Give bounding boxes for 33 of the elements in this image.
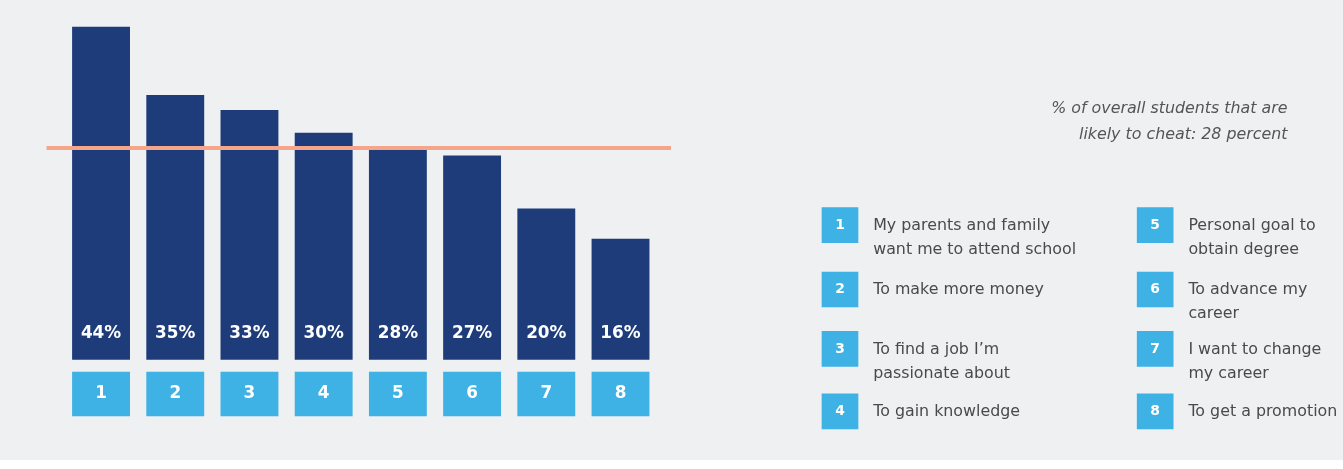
data-label: 16% xyxy=(600,322,641,343)
x-tick-label: 3 xyxy=(243,382,256,403)
text: % of overall students that are likely to cheat: 28 percent xyxy=(1051,98,1289,143)
text: My parents and family want me to attend school xyxy=(873,215,1077,258)
data-label: 20% xyxy=(526,322,567,343)
category-label: 2 xyxy=(835,280,845,297)
category-label: 3 xyxy=(835,339,845,356)
category-label: 5 xyxy=(1150,216,1161,233)
data-label: 44% xyxy=(80,322,122,343)
data-label: 27% xyxy=(451,322,493,343)
category-label: 4 xyxy=(835,402,845,419)
text: Personal goal to obtain degree xyxy=(1188,215,1316,258)
text: To make more money xyxy=(872,279,1044,299)
text: To find a job I’m passionate about xyxy=(872,338,1011,382)
x-tick-label: 2 xyxy=(169,382,182,403)
category-label: 7 xyxy=(1150,339,1161,356)
category-label: 8 xyxy=(1150,402,1161,419)
text: I want to change my career xyxy=(1188,338,1322,382)
x-tick-label: 8 xyxy=(614,382,627,403)
category-label: 1 xyxy=(835,216,845,233)
data-label: 33% xyxy=(229,322,270,343)
text: To gain knowledge xyxy=(872,401,1021,421)
category-label: 6 xyxy=(1150,280,1161,297)
data-label: 28% xyxy=(377,322,419,343)
x-tick-label: 5 xyxy=(392,382,404,403)
text: To get a promotion xyxy=(1187,401,1338,421)
x-tick-label: 4 xyxy=(317,382,330,403)
data-label: 30% xyxy=(303,322,344,343)
x-tick-label: 1 xyxy=(95,382,107,403)
x-tick-label: 7 xyxy=(540,382,553,403)
text: To advance my career xyxy=(1187,279,1308,323)
data-label: 35% xyxy=(155,322,196,343)
x-tick-label: 6 xyxy=(466,382,478,403)
